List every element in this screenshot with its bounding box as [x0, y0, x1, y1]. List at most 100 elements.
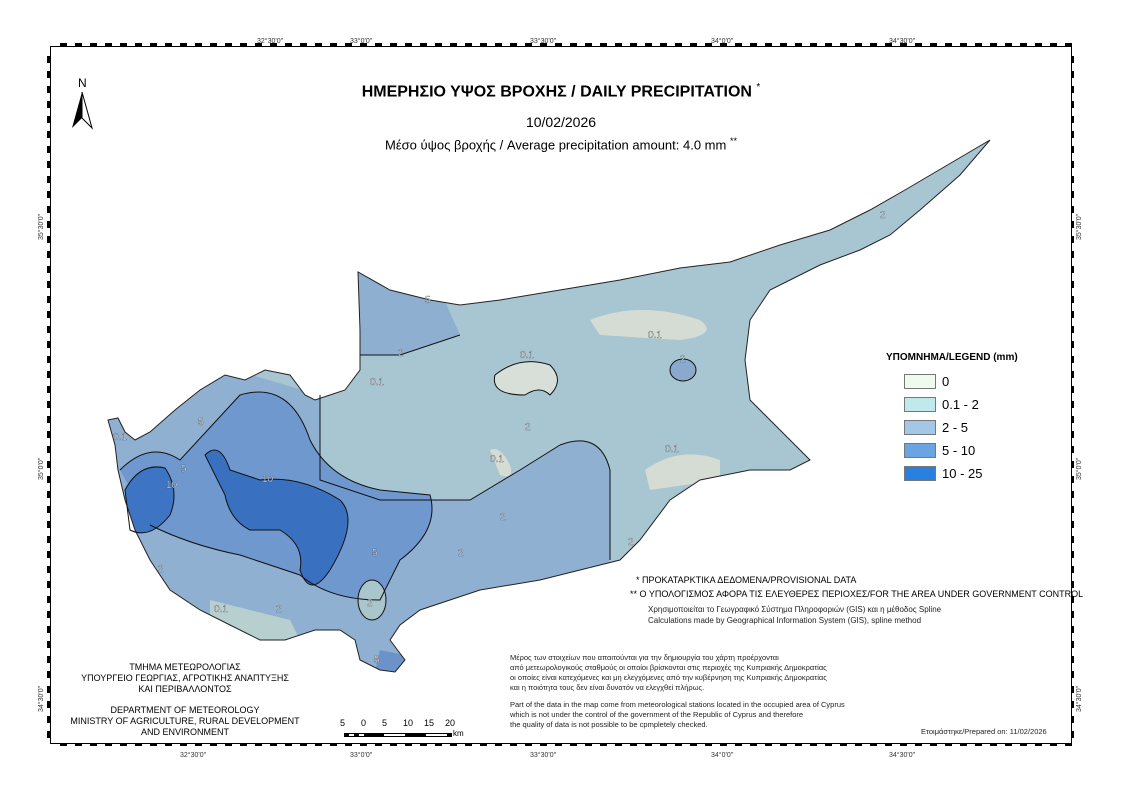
frame-tick: [450, 43, 457, 46]
frame-tick: [47, 116, 50, 123]
frame-tick: [1071, 296, 1074, 303]
frame-tick: [47, 326, 50, 333]
frame-tick: [1071, 491, 1074, 498]
frame-tick: [570, 43, 577, 46]
map-date: 10/02/2026: [525, 114, 597, 130]
frame-tick: [375, 743, 382, 746]
frame-tick: [1071, 416, 1074, 423]
frame-tick: [600, 743, 607, 746]
frame-tick: [930, 743, 937, 746]
frame-tick: [795, 743, 802, 746]
frame-tick: [840, 743, 847, 746]
frame-tick: [47, 581, 50, 588]
frame-tick: [1071, 566, 1074, 573]
lon-label-bottom: 33°0'0": [350, 752, 373, 759]
contour-label: 0.1: [665, 444, 679, 455]
contour-label: 0.1: [520, 350, 534, 361]
prepared-date: Ετοιμάστηκε/Prepared on: 11/02/2026: [921, 727, 1047, 736]
frame-tick: [660, 43, 667, 46]
frame-tick: [630, 43, 637, 46]
frame-tick: [210, 743, 217, 746]
frame-tick: [47, 101, 50, 108]
contour-label: 2: [880, 210, 886, 221]
contour-label: 2: [628, 537, 634, 548]
frame-tick: [810, 43, 817, 46]
frame-tick: [420, 743, 427, 746]
frame-tick: [120, 43, 127, 46]
frame-tick: [90, 43, 97, 46]
frame-tick: [165, 43, 172, 46]
frame-tick: [360, 43, 367, 46]
frame-tick: [1071, 131, 1074, 138]
lon-label-bottom: 32°30'0": [180, 752, 207, 759]
legend-label: 5 - 10: [942, 443, 976, 458]
legend-item: 5 - 10: [904, 443, 975, 458]
frame-tick: [735, 743, 742, 746]
scale-unit: km: [453, 729, 464, 738]
scale-bar: [344, 733, 452, 737]
lon-label-top: 34°0'0": [711, 38, 734, 45]
frame-tick: [1071, 101, 1074, 108]
frame-tick: [390, 743, 397, 746]
frame-tick: [735, 43, 742, 46]
lon-label-top: 33°30'0": [530, 38, 557, 45]
frame-tick: [795, 43, 802, 46]
frame-tick: [345, 743, 352, 746]
frame-tick: [450, 743, 457, 746]
frame-tick: [1071, 206, 1074, 213]
frame-tick: [1071, 611, 1074, 618]
frame-tick: [1071, 701, 1074, 708]
contour-label: 5: [374, 655, 380, 666]
frame-tick: [1071, 626, 1074, 633]
legend-swatch: [904, 443, 936, 458]
frame-tick: [47, 701, 50, 708]
frame-tick: [1071, 191, 1074, 198]
note-gis-en: Calculations made by Geographical Inform…: [648, 616, 922, 625]
frame-tick: [330, 743, 337, 746]
frame-tick: [1050, 743, 1057, 746]
frame-tick: [47, 686, 50, 693]
frame-tick: [495, 743, 502, 746]
frame-tick: [47, 536, 50, 543]
frame-tick: [47, 656, 50, 663]
frame-tick: [90, 743, 97, 746]
frame-tick: [47, 386, 50, 393]
contour-label: 2: [398, 348, 404, 359]
frame-tick: [975, 743, 982, 746]
frame-tick: [60, 43, 67, 46]
zone-0.1-spot: [490, 449, 512, 477]
frame-tick: [435, 43, 442, 46]
contour-label: 5: [198, 417, 204, 428]
frame-tick: [1071, 581, 1074, 588]
frame-tick: [1071, 236, 1074, 243]
contour-label: 5: [372, 548, 378, 559]
frame-tick: [525, 743, 532, 746]
frame-tick: [1071, 281, 1074, 288]
legend-label: 0: [942, 374, 950, 389]
frame-tick: [105, 743, 112, 746]
contour-label: 2: [158, 564, 164, 575]
frame-tick: [960, 743, 967, 746]
frame-tick: [1065, 43, 1072, 46]
legend-title: ΥΠΟΜΝΗΜΑ/LEGEND (mm): [886, 352, 1018, 363]
frame-tick: [480, 743, 487, 746]
frame-tick: [1071, 311, 1074, 318]
frame-tick: [645, 743, 652, 746]
zone-2-5-patch: [670, 359, 696, 381]
legend-label: 10 - 25: [942, 466, 983, 481]
frame-tick: [1071, 551, 1074, 558]
frame-tick: [1071, 536, 1074, 543]
frame-tick: [270, 743, 277, 746]
frame-tick: [660, 743, 667, 746]
frame-tick: [150, 43, 157, 46]
frame-tick: [47, 416, 50, 423]
frame-tick: [360, 743, 367, 746]
contour-label: 2: [525, 422, 531, 433]
frame-tick: [47, 356, 50, 363]
frame-tick: [240, 43, 247, 46]
frame-tick: [840, 43, 847, 46]
frame-tick: [47, 476, 50, 483]
frame-tick: [705, 743, 712, 746]
frame-tick: [465, 743, 472, 746]
frame-tick: [75, 43, 82, 46]
